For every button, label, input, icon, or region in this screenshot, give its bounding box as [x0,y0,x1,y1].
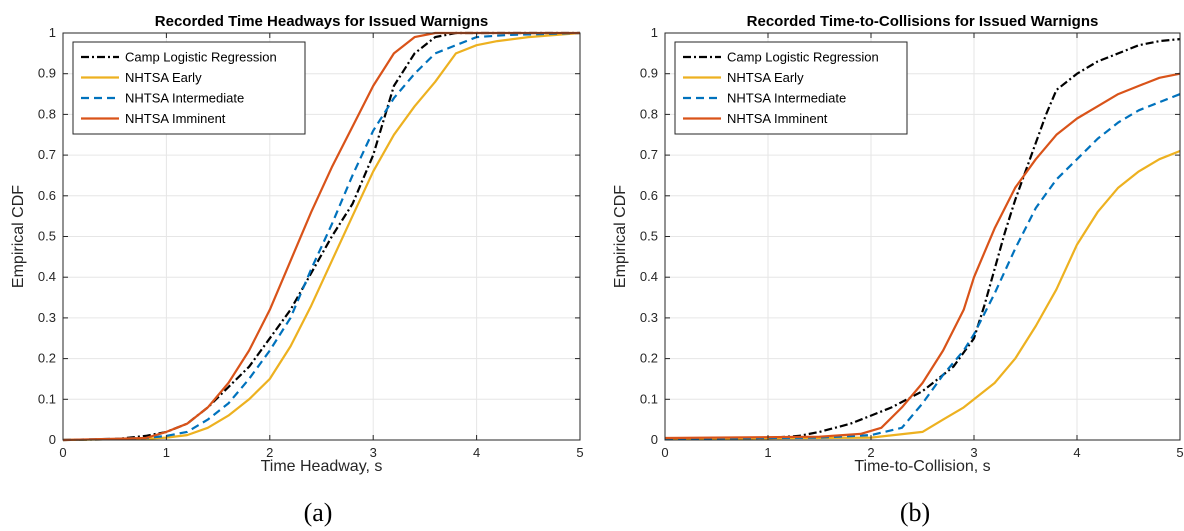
x-tick-label: 4 [473,445,480,460]
series-line-nhtsa-imminent [664,72,1181,440]
y-tick-label: 1 [49,25,56,40]
chart-title: Recorded Time-to-Collisions for Issued W… [747,13,1099,30]
x-tick-label: 0 [661,445,668,460]
y-tick-label: 0.1 [38,391,56,406]
y-tick-label: 0.3 [38,310,56,325]
y-tick-label: 0.2 [640,351,658,366]
x-tick-label: 3 [970,445,977,460]
chart-title: Recorded Time Headways for Issued Warnig… [155,13,488,30]
y-tick-label: 0.5 [38,229,56,244]
x-tick-label: 1 [163,445,170,460]
legend-entry: NHTSA Imminent [125,111,226,126]
y-tick-label: 0.1 [640,391,658,406]
x-axis-label: Time-to-Collision, s [854,458,990,475]
y-tick-label: 0.9 [640,66,658,81]
series-line-camp-logistic-regression [664,38,1181,440]
x-tick-label: 5 [576,445,583,460]
y-tick-label: 0.7 [640,147,658,162]
y-tick-label: 0.7 [38,147,56,162]
legend: Camp Logistic Regression NHTSA Early NHTSA… [674,41,908,135]
legend-entry: NHTSA Imminent [727,111,828,126]
legend-entry: Camp Logistic Regression [727,50,879,65]
x-axis-label: Time Headway, s [261,458,383,475]
y-tick-label: 0.4 [640,269,658,284]
y-tick-label: 0.8 [38,106,56,121]
y-tick-label: 0.3 [640,310,658,325]
y-tick-label: 0.8 [640,106,658,121]
y-tick-label: 0.9 [38,66,56,81]
x-tick-label: 2 [867,445,874,460]
x-tick-label: 1 [764,445,771,460]
y-axis-label: Empirical CDF [612,185,629,288]
y-tick-label: 0 [651,432,658,447]
x-tick-label: 2 [266,445,273,460]
x-tick-label: 5 [1176,445,1183,460]
legend: Camp Logistic Regression NHTSA Early NHTSA… [72,41,306,135]
y-tick-label: 0.5 [640,229,658,244]
series-line-camp-logistic-regression [62,31,580,442]
x-tick-label: 0 [59,445,66,460]
y-tick-label: 0.6 [640,188,658,203]
tick-labels: 0 1 2 3 4 5 0 0.1 0.2 0.3 0.4 0.5 0.6 0.7 0.8 0.9 1 [640,25,1184,460]
y-tick-label: 1 [651,25,658,40]
legend-entry: NHTSA Early [727,70,804,85]
chart-panel-1: 0 1 2 3 4 5 0 0.1 0.2 0.3 0.4 0.5 0.6 0.7 0.8 0.9 1 Recor… [10,13,584,527]
series-line-nhtsa-early [62,31,581,442]
legend-entry: NHTSA Intermediate [727,91,846,106]
x-tick-label: 4 [1073,445,1080,460]
figure-caption: (b) [900,498,930,527]
figure-caption: (a) [304,498,333,527]
y-axis-label: Empirical CDF [10,185,27,288]
tick-labels: 0 1 2 3 4 5 0 0.1 0.2 0.3 0.4 0.5 0.6 0.7 0.8 0.9 1 [38,25,584,460]
series-line-nhtsa-intermediate [62,31,581,442]
legend-entry: NHTSA Early [125,70,202,85]
legend-entry: Camp Logistic Regression [125,50,277,65]
y-tick-label: 0 [49,432,56,447]
legend-entry: NHTSA Intermediate [125,91,244,106]
y-tick-label: 0.2 [38,351,56,366]
series-line-nhtsa-early [664,149,1181,440]
y-tick-label: 0.4 [38,269,56,284]
chart-panel-2: 0 1 2 3 4 5 0 0.1 0.2 0.3 0.4 0.5 0.6 0.7 0.8 0.9 1 Recor… [612,13,1184,527]
y-tick-label: 0.6 [38,188,56,203]
series-group [664,38,1181,440]
x-tick-label: 3 [370,445,377,460]
